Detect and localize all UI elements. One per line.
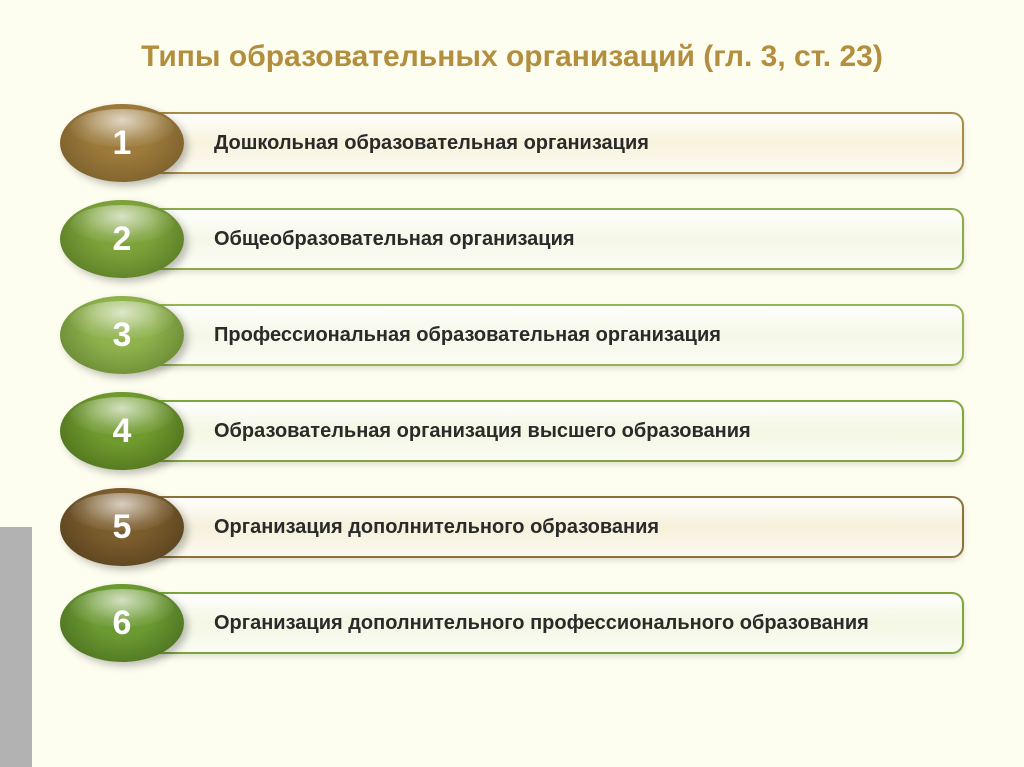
item-label: Общеобразовательная организация (214, 227, 591, 251)
item-label: Организация дополнительного профессионал… (214, 611, 885, 635)
list-item: Профессиональная образовательная организ… (60, 296, 964, 374)
page-title: Типы образовательных организаций (гл. 3,… (0, 0, 1024, 104)
item-label: Организация дополнительного образования (214, 515, 675, 539)
list-item: Организация дополнительного профессионал… (60, 584, 964, 662)
item-bar: Организация дополнительного профессионал… (122, 592, 964, 654)
item-number: 6 (113, 604, 132, 643)
item-label: Образовательная организация высшего обра… (214, 419, 767, 443)
item-number: 3 (113, 316, 132, 355)
list-item: Дошкольная образовательная организация 1 (60, 104, 964, 182)
item-bar: Профессиональная образовательная организ… (122, 304, 964, 366)
item-label: Дошкольная образовательная организация (214, 131, 665, 155)
item-bar: Образовательная организация высшего обра… (122, 400, 964, 462)
item-label: Профессиональная образовательная организ… (214, 323, 737, 347)
item-bar: Общеобразовательная организация (122, 208, 964, 270)
list-item: Организация дополнительного образования 5 (60, 488, 964, 566)
item-badge: 5 (60, 488, 184, 566)
list-item: Общеобразовательная организация 2 (60, 200, 964, 278)
item-badge: 1 (60, 104, 184, 182)
list-item: Образовательная организация высшего обра… (60, 392, 964, 470)
item-number: 5 (113, 508, 132, 547)
item-bar: Дошкольная образовательная организация (122, 112, 964, 174)
item-number: 1 (113, 124, 132, 163)
item-badge: 2 (60, 200, 184, 278)
side-stripe (0, 527, 32, 767)
item-list: Дошкольная образовательная организация 1 О… (0, 104, 1024, 662)
item-number: 4 (113, 412, 132, 451)
item-badge: 3 (60, 296, 184, 374)
item-badge: 6 (60, 584, 184, 662)
item-number: 2 (113, 220, 132, 259)
item-bar: Организация дополнительного образования (122, 496, 964, 558)
item-badge: 4 (60, 392, 184, 470)
